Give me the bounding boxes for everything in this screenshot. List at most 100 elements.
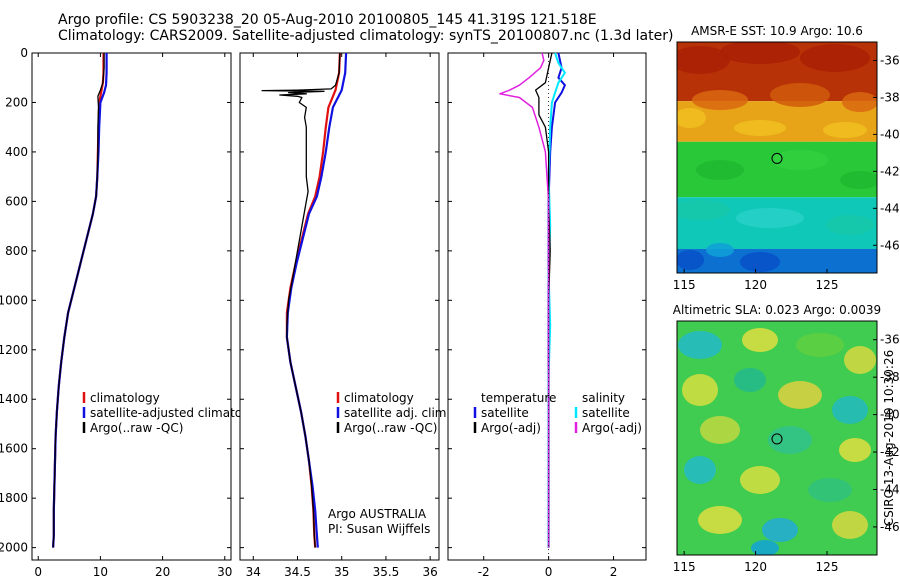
sla-texture	[778, 381, 822, 409]
legend-label: satellite	[582, 406, 630, 420]
sla-texture	[742, 328, 778, 352]
profile-panel-1: 0 10 20 30 0 200 400 600 800 1000 1200 1400 1600 1800…	[0, 46, 268, 579]
x-tick-label: 120	[744, 278, 767, 292]
x-tick-label: 34	[246, 565, 261, 579]
legend-label: climatology	[90, 391, 160, 405]
sla-texture	[740, 466, 780, 494]
y-tick-label: -44	[880, 201, 900, 215]
legend-label: Argo(-adj)	[582, 421, 642, 435]
sst-texture	[842, 92, 877, 112]
x-tick-label: 20	[155, 565, 170, 579]
figure-title-line2: Climatology: CARS2009. Satellite-adjuste…	[58, 28, 674, 44]
map-field	[677, 321, 877, 555]
map-title: Altimetric SLA: 0.023 Argo: 0.0039	[673, 303, 881, 317]
sla-texture	[698, 506, 742, 534]
y-tick-label: 1200	[0, 343, 28, 357]
sla-texture	[762, 518, 798, 542]
argo-position-marker	[771, 433, 783, 445]
plot-frame	[239, 52, 440, 561]
y-tick-label: -42	[880, 164, 900, 178]
plot-frame	[31, 52, 232, 561]
x-tick-label: 125	[816, 560, 839, 574]
y-tick-label: 200	[5, 95, 28, 109]
legend-header-salinity: salinity	[582, 391, 625, 405]
y-tick-label: 1400	[0, 392, 28, 406]
series-line-black	[261, 52, 341, 548]
x-tick-label: 36	[423, 565, 438, 579]
legend-header-temperature: temperature	[481, 391, 556, 405]
sst-texture	[772, 150, 828, 170]
map-panel-2: 115 120 125 -36 -38 -40 -42 -44 -46 Altimetric SL…	[673, 303, 900, 574]
figure-title-line1: Argo profile: CS 5903238_20 05-Aug-2010 …	[58, 12, 597, 28]
sst-texture	[823, 122, 867, 138]
y-tick-label: -38	[880, 90, 900, 104]
argo-position-marker	[771, 152, 783, 164]
series-line-black	[52, 53, 105, 548]
x-tick-label: 120	[744, 560, 767, 574]
map-field	[677, 42, 877, 273]
legend-label: Argo(..raw -QC)	[90, 421, 183, 435]
plot-frame	[447, 52, 647, 561]
figure-timestamp-label: CSIRO 13-Aug-2010 10:30:26	[882, 350, 896, 526]
sst-texture	[740, 252, 780, 272]
y-tick-label: 600	[5, 194, 28, 208]
legend-label: satellite	[481, 406, 529, 420]
sla-texture	[839, 438, 871, 462]
sst-texture	[770, 83, 830, 107]
map-panel-1: 115 120 125 -36 -38 -40 -42 -44 -46 AMSR-E SST: 1…	[673, 24, 900, 292]
sst-texture	[706, 243, 734, 257]
sla-texture	[808, 478, 852, 502]
x-tick-label: 115	[673, 278, 696, 292]
x-tick-label: 35.5	[373, 565, 400, 579]
sla-texture	[844, 346, 876, 374]
legend-label: satellite adj. clim.	[344, 406, 450, 420]
y-tick-label: -36	[880, 53, 900, 67]
sla-texture	[678, 331, 722, 359]
sst-texture	[736, 208, 804, 228]
x-tick-label: 10	[93, 565, 108, 579]
sst-texture	[826, 215, 874, 235]
sst-texture	[677, 46, 730, 74]
sst-texture	[677, 250, 704, 270]
profile-panel-3: -202difference from climatologytemperatu…	[447, 52, 647, 579]
annotation-agency: Argo AUSTRALIA	[328, 507, 427, 521]
sst-texture	[800, 44, 870, 72]
x-tick-label: 35	[334, 565, 349, 579]
sla-texture	[832, 396, 868, 424]
profile-panel-2: 3434.53535.536salinityclimatologysatelli…	[239, 52, 450, 579]
x-tick-label: 0	[545, 565, 553, 579]
y-tick-label: -40	[880, 127, 900, 141]
y-tick-label: 2000	[0, 541, 28, 555]
sst-texture	[692, 90, 748, 110]
sst-texture	[720, 42, 800, 64]
sst-texture	[840, 171, 877, 189]
x-tick-label: 34.5	[284, 565, 311, 579]
y-tick-label: -42	[880, 445, 900, 459]
y-tick-label: -46	[880, 238, 900, 252]
map-title: AMSR-E SST: 10.9 Argo: 10.6	[691, 24, 863, 38]
y-tick-label: -38	[880, 370, 900, 384]
sla-texture	[682, 374, 718, 406]
y-tick-label: 1000	[0, 293, 28, 307]
sla-texture	[700, 416, 740, 444]
y-tick-label: 0	[20, 46, 28, 60]
legend-label: Argo(..raw -QC)	[344, 421, 437, 435]
map-frame	[676, 320, 878, 556]
y-tick-label: -36	[880, 333, 900, 347]
y-tick-label: -40	[880, 408, 900, 422]
legend-label: Argo(-adj)	[481, 421, 541, 435]
sst-texture	[696, 160, 744, 180]
sla-texture	[796, 333, 844, 357]
sla-texture	[734, 368, 766, 392]
sla-texture	[768, 426, 812, 454]
y-tick-label: 1600	[0, 442, 28, 456]
y-tick-label: 800	[5, 244, 28, 258]
annotation-pi: PI: Susan Wijffels	[328, 522, 430, 536]
x-tick-label: 125	[816, 278, 839, 292]
x-tick-label: 0	[34, 565, 42, 579]
sla-texture	[684, 456, 716, 484]
y-tick-label: -44	[880, 482, 900, 496]
x-tick-label: 2	[610, 565, 618, 579]
sst-texture	[677, 108, 706, 128]
